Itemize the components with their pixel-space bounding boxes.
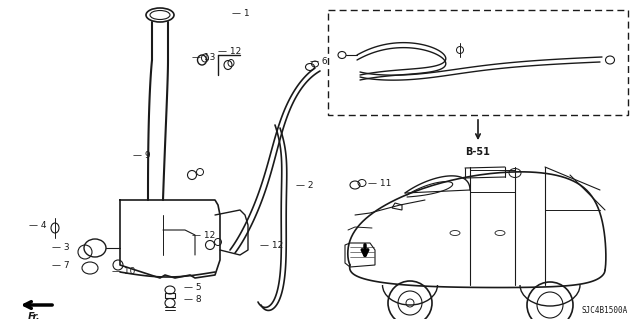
Text: — 12: — 12 xyxy=(260,241,284,249)
Text: SJC4B1500A: SJC4B1500A xyxy=(582,306,628,315)
Text: — 3: — 3 xyxy=(52,243,70,253)
Text: — 8: — 8 xyxy=(184,295,202,305)
Text: — 5: — 5 xyxy=(184,283,202,292)
Text: — 6: — 6 xyxy=(310,57,328,66)
Text: — 13: — 13 xyxy=(192,53,216,62)
Text: — 7: — 7 xyxy=(52,261,70,270)
Text: — 10: — 10 xyxy=(112,268,136,277)
Text: — 2: — 2 xyxy=(296,181,314,189)
Bar xyxy=(328,10,628,115)
Text: — 9: — 9 xyxy=(133,151,150,160)
Text: B-51: B-51 xyxy=(465,147,490,157)
Text: Fr.: Fr. xyxy=(28,312,40,319)
Text: — 4: — 4 xyxy=(29,220,47,229)
Text: — 12: — 12 xyxy=(218,48,241,56)
Text: — 1: — 1 xyxy=(232,10,250,19)
Bar xyxy=(165,293,175,298)
Text: — 12: — 12 xyxy=(192,231,215,240)
Text: — 11: — 11 xyxy=(368,179,392,188)
